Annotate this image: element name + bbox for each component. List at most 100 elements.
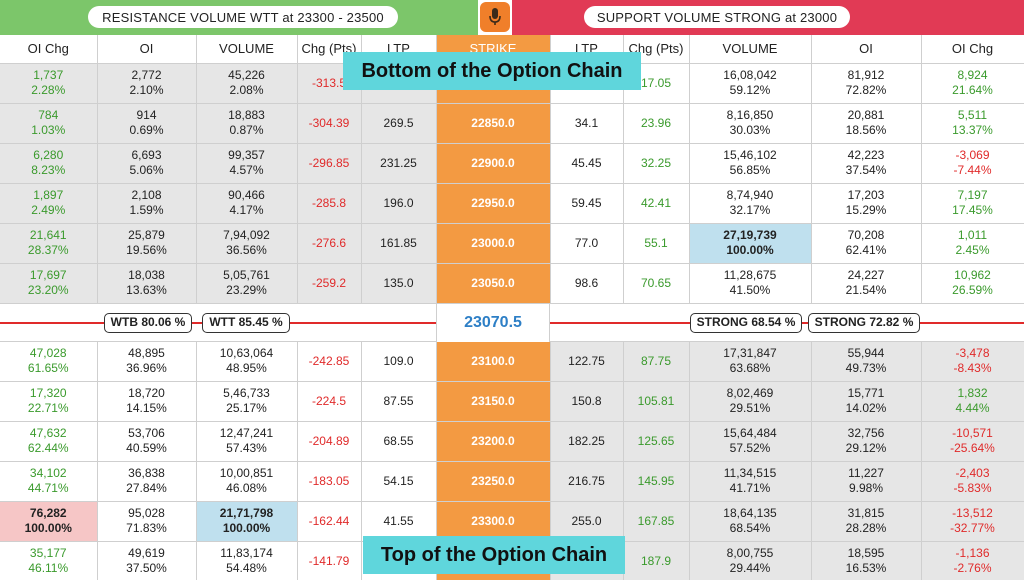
table-row[interactable]: 47,632 62.44% 53,706 40.59% 12,47,241 57.43% -… xyxy=(0,421,1024,462)
put-ltp-value: 122.75 xyxy=(568,353,605,368)
microphone-button[interactable] xyxy=(480,2,510,32)
put-volume-cell: 17,31,847 63.68% xyxy=(689,341,812,382)
call-oi-percent: 19.56% xyxy=(126,243,167,257)
put-chg-value: 17.05 xyxy=(640,75,672,90)
call-oi-chg-cell: 1,897 2.49% xyxy=(0,183,98,224)
strike-cell: 23250.0 xyxy=(436,461,551,502)
call-ltp-cell: 135.0 xyxy=(361,263,437,304)
call-oi-chg-value: 1,737 xyxy=(33,68,64,82)
top-banner-bar: RESISTANCE VOLUME WTT at 23300 - 23500 S… xyxy=(0,0,1024,35)
put-volume-cell: 15,46,102 56.85% xyxy=(689,143,812,184)
put-oi-percent: 21.54% xyxy=(845,283,887,297)
put-volume-percent: 32.17% xyxy=(729,203,771,217)
call-oi-percent: 1.59% xyxy=(129,203,164,217)
table-row[interactable]: 21,641 28.37% 25,879 19.56% 7,94,092 36.56% -2… xyxy=(0,223,1024,264)
put-chg-cell: 42.41 xyxy=(623,183,690,224)
put-oi-chg-cell: 8,924 21.64% xyxy=(921,63,1024,104)
strike-value: 23300.0 xyxy=(471,513,515,528)
put-oi-percent: 37.54% xyxy=(845,163,887,177)
call-oi-value: 95,028 xyxy=(128,506,165,520)
call-chg-cell: -304.39 xyxy=(297,103,362,144)
put-oi-chg-value: -2,403 xyxy=(955,466,990,480)
put-oi-cell: 11,227 9.98% xyxy=(811,461,922,502)
call-volume-cell: 10,00,851 46.08% xyxy=(196,461,298,502)
header-put-volume[interactable]: VOLUME xyxy=(689,35,812,64)
put-ltp-value: 182.25 xyxy=(568,433,605,448)
put-oi-percent: 15.29% xyxy=(845,203,887,217)
strike-value: 23150.0 xyxy=(471,393,515,408)
call-ltp-value: 231.25 xyxy=(380,155,417,170)
put-oi-chg-percent: -32.77% xyxy=(950,521,995,535)
call-oi-chg-percent: 1.03% xyxy=(31,123,66,137)
call-volume-percent: 100.00% xyxy=(222,521,271,535)
table-row[interactable]: 784 1.03% 914 0.69% 18,883 0.87% -304.39 269.5 2… xyxy=(0,103,1024,144)
strike-cell: 22850.0 xyxy=(436,103,551,144)
call-oi-chg-cell: 784 1.03% xyxy=(0,103,98,144)
header-call-oi-chg[interactable]: OI Chg xyxy=(0,35,98,64)
call-volume-value: 5,05,761 xyxy=(223,268,270,282)
put-oi-chg-percent: 26.59% xyxy=(952,283,993,297)
table-row[interactable]: 1,897 2.49% 2,108 1.59% 90,466 4.17% -285.8 196… xyxy=(0,183,1024,224)
put-chg-value: 87.75 xyxy=(640,353,672,368)
strike-cell: 23100.0 xyxy=(436,341,551,382)
call-chg-value: -224.5 xyxy=(311,393,347,408)
header-call-oi[interactable]: OI xyxy=(97,35,197,64)
put-ltp-value: 45.45 xyxy=(571,155,602,170)
put-oi-value: 31,815 xyxy=(847,506,885,520)
put-oi-chg-percent: -5.83% xyxy=(953,481,992,495)
put-oi-value: 70,208 xyxy=(847,228,885,242)
call-chg-value: -285.8 xyxy=(311,195,347,210)
call-volume-value: 10,63,064 xyxy=(219,346,274,360)
put-chg-value: 167.85 xyxy=(637,513,675,528)
table-row[interactable]: 76,282 100.00% 95,028 71.83% 21,71,798 100.00… xyxy=(0,501,1024,542)
put-volume-value: 8,00,755 xyxy=(726,546,774,560)
call-volume-value: 7,94,092 xyxy=(223,228,270,242)
put-volume-value: 15,46,102 xyxy=(723,148,777,162)
put-oi-cell: 32,756 29.12% xyxy=(811,421,922,462)
put-oi-chg-value: -13,512 xyxy=(952,506,993,520)
put-volume-value: 8,02,469 xyxy=(726,386,774,400)
strike-value: 22950.0 xyxy=(471,195,515,210)
put-volume-value: 17,31,847 xyxy=(723,346,777,360)
put-ltp-cell: 216.75 xyxy=(550,461,624,502)
put-volume-cell: 27,19,739 100.00% xyxy=(689,223,812,264)
call-oi-percent: 5.06% xyxy=(129,163,164,177)
call-volume-percent: 4.17% xyxy=(229,203,264,217)
put-ltp-value: 150.8 xyxy=(571,393,602,408)
call-chg-cell: -259.2 xyxy=(297,263,362,304)
put-oi-chg-value: -3,478 xyxy=(955,346,990,360)
call-volume-percent: 0.87% xyxy=(229,123,264,137)
call-chg-cell: -162.44 xyxy=(297,501,362,542)
strike-cell: 23000.0 xyxy=(436,223,551,264)
put-oi-percent: 18.56% xyxy=(845,123,887,137)
put-ltp-value: 98.6 xyxy=(574,275,599,290)
table-row[interactable]: 34,102 44.71% 36,838 27.84% 10,00,851 46.08% -… xyxy=(0,461,1024,502)
call-oi-cell: 2,108 1.59% xyxy=(97,183,197,224)
put-oi-percent: 49.73% xyxy=(845,361,887,375)
header-put-oi[interactable]: OI xyxy=(811,35,922,64)
put-chg-value: 187.9 xyxy=(640,553,672,568)
put-chg-value: 70.65 xyxy=(640,275,672,290)
call-oi-value: 48,895 xyxy=(128,346,165,360)
put-volume-cell: 8,02,469 29.51% xyxy=(689,381,812,422)
header-call-volume[interactable]: VOLUME xyxy=(196,35,298,64)
put-oi-chg-value: 1,832 xyxy=(957,386,988,400)
header-put-oi-chg[interactable]: OI Chg xyxy=(921,35,1024,64)
call-chg-cell: -204.89 xyxy=(297,421,362,462)
call-ltp-cell: 41.55 xyxy=(361,501,437,542)
spot-price: 23070.5 xyxy=(436,303,550,342)
table-row[interactable]: 17,697 23.20% 18,038 13.63% 5,05,761 23.29% -2… xyxy=(0,263,1024,304)
call-chg-cell: -242.85 xyxy=(297,341,362,382)
table-row[interactable]: 47,028 61.65% 48,895 36.96% 10,63,064 48.95% -… xyxy=(0,341,1024,382)
put-ltp-cell: 150.8 xyxy=(550,381,624,422)
put-oi-chg-value: 8,924 xyxy=(957,68,988,82)
put-volume-percent: 100.00% xyxy=(726,243,774,257)
table-row[interactable]: 6,280 8.23% 6,693 5.06% 99,357 4.57% -296.85 23… xyxy=(0,143,1024,184)
microphone-icon xyxy=(489,8,501,25)
table-row[interactable]: 17,320 22.71% 18,720 14.15% 5,46,733 25.17% -2… xyxy=(0,381,1024,422)
call-oi-chg-cell: 1,737 2.28% xyxy=(0,63,98,104)
call-oi-value: 6,693 xyxy=(131,148,162,162)
call-chg-value: -313.5 xyxy=(311,75,347,90)
call-ltp-value: 87.55 xyxy=(383,393,414,408)
put-chg-value: 23.96 xyxy=(640,115,672,130)
